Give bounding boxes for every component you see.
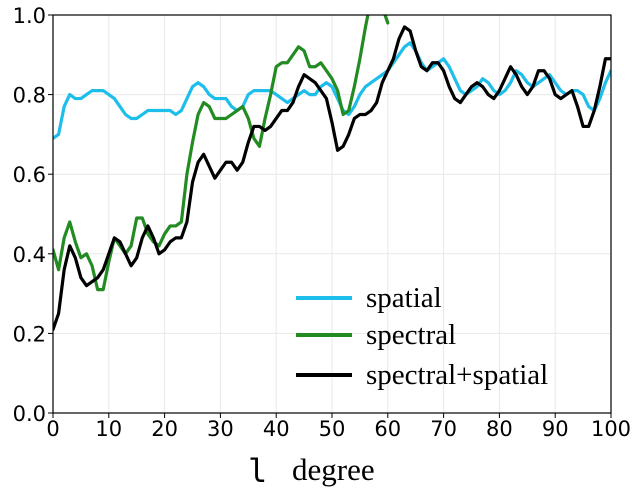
y-tick-label: 0.6 [13,163,46,187]
x-tick-label: 30 [207,417,234,441]
x-axis-label-symbol: l [248,452,267,488]
legend: spatial spectral spectral+spatial [296,282,548,391]
x-tick-label: 70 [430,417,457,441]
y-tick-label: 1.0 [13,4,46,28]
series-line-spectral-spatial [53,25,611,332]
legend-label-spectral-spatial: spectral+spatial [366,359,548,391]
x-tick-label: 40 [263,417,290,441]
y-tick-label: 0.0 [13,402,46,426]
legend-label-spatial: spatial [366,282,442,314]
x-tick-label: 60 [374,417,401,441]
legend-label-spectral: spectral [366,319,456,351]
grid [52,14,612,414]
x-tick-label: 0 [46,417,59,441]
y-tick-label: 0.8 [13,84,46,108]
series-group [53,15,611,332]
x-axis-label: l degree [248,452,375,488]
y-tick-label: 0.4 [13,243,46,267]
series-line-spectral [53,15,390,292]
x-axis-label-text: degree [292,452,375,487]
x-tick-label: 20 [151,417,178,441]
x-tick-label: 90 [542,417,569,441]
x-tick-label: 80 [486,417,513,441]
axis-ticks: 0 10 20 30 40 50 60 70 80 90 100 0.0 0.2 0.4 0.6 0.8 1.0 [13,4,631,441]
x-tick-label: 50 [319,417,346,441]
y-tick-label: 0.2 [13,322,46,346]
x-tick-label: 10 [95,417,122,441]
x-tick-label: 100 [591,417,631,441]
series-line-spatial [53,41,611,140]
